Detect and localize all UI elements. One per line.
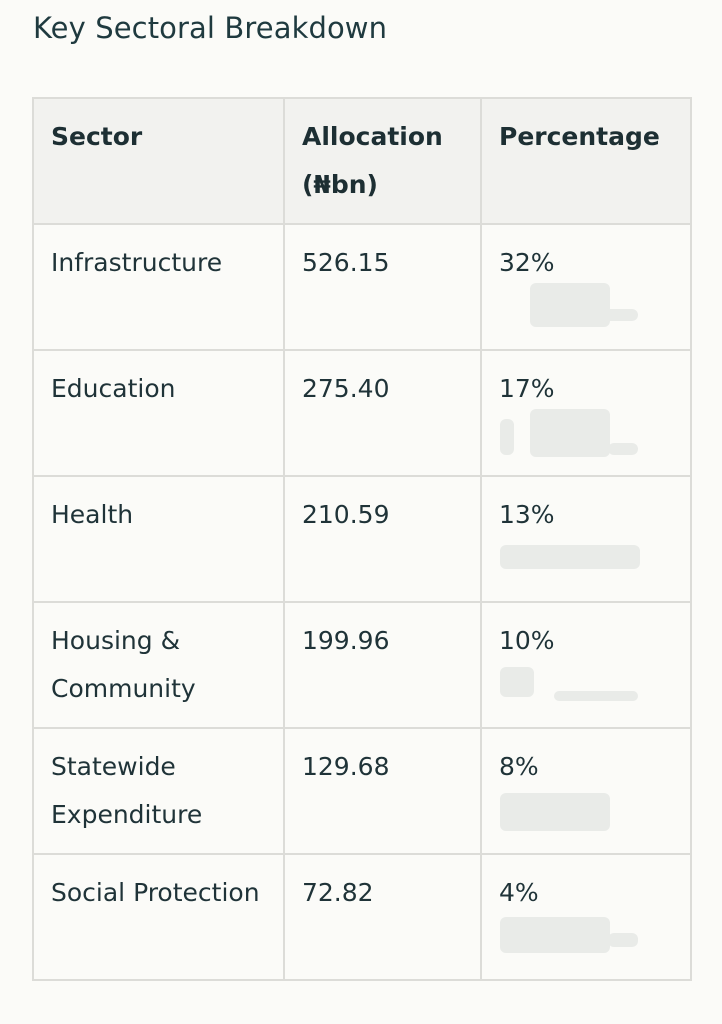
allocation-cell: 210.59 (283, 475, 482, 603)
percentage-value: 17% (499, 374, 555, 403)
table-row: Housing & Community 199.96 10% (32, 601, 692, 729)
percentage-cell: 8% (480, 727, 692, 855)
allocation-cell: 275.40 (283, 349, 482, 477)
redaction-mark (500, 409, 640, 459)
allocation-cell: 129.68 (283, 727, 482, 855)
redaction-mark (500, 913, 640, 963)
percentage-value: 32% (499, 248, 555, 277)
table-row: Statewide Expenditure 129.68 8% (32, 727, 692, 855)
sector-cell: Infrastructure (32, 223, 285, 351)
allocation-cell: 199.96 (283, 601, 482, 729)
column-header-allocation: Allocation (₦bn) (283, 97, 482, 225)
sector-cell: Social Protection (32, 853, 285, 981)
table-row: Health 210.59 13% (32, 475, 692, 603)
table-row: Education 275.40 17% (32, 349, 692, 477)
sector-cell: Health (32, 475, 285, 603)
percentage-cell: 13% (480, 475, 692, 603)
redaction-mark (500, 661, 640, 711)
percentage-cell: 4% (480, 853, 692, 981)
sector-cell: Statewide Expenditure (32, 727, 285, 855)
percentage-cell: 17% (480, 349, 692, 477)
sectoral-breakdown-table: Sector Allocation (₦bn) Percentage Infra… (32, 97, 692, 981)
allocation-cell: 72.82 (283, 853, 482, 981)
table-row: Social Protection 72.82 4% (32, 853, 692, 981)
percentage-value: 8% (499, 752, 539, 781)
sector-cell: Housing & Community (32, 601, 285, 729)
allocation-cell: 526.15 (283, 223, 482, 351)
sector-cell: Education (32, 349, 285, 477)
table-row: Infrastructure 526.15 32% (32, 223, 692, 351)
percentage-value: 10% (499, 626, 555, 655)
redaction-mark (500, 787, 640, 837)
table-header-row: Sector Allocation (₦bn) Percentage (32, 97, 692, 225)
redaction-mark (500, 535, 640, 585)
page-title: Key Sectoral Breakdown (33, 11, 388, 45)
percentage-value: 4% (499, 878, 539, 907)
percentage-cell: 10% (480, 601, 692, 729)
percentage-value: 13% (499, 500, 555, 529)
percentage-cell: 32% (480, 223, 692, 351)
column-header-percentage: Percentage (480, 97, 692, 225)
redaction-mark (500, 283, 640, 333)
column-header-sector: Sector (32, 97, 285, 225)
